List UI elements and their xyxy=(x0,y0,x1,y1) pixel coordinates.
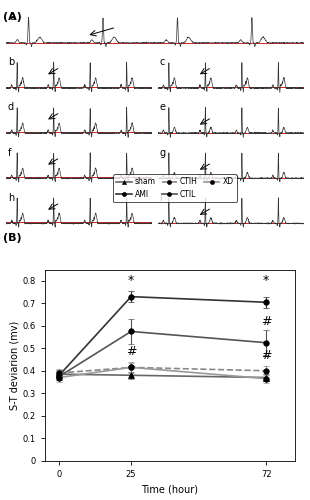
Text: b: b xyxy=(8,58,14,68)
Text: *: * xyxy=(263,274,269,286)
Text: #: # xyxy=(261,349,271,362)
Text: g: g xyxy=(159,148,166,158)
X-axis label: Time (hour): Time (hour) xyxy=(141,484,198,494)
Text: (B): (B) xyxy=(3,232,22,242)
Text: i: i xyxy=(159,192,162,202)
Text: f: f xyxy=(8,148,11,158)
Text: #: # xyxy=(126,346,136,358)
Text: d: d xyxy=(8,102,14,113)
Text: c: c xyxy=(159,58,165,68)
Legend: sham, AMI, CTIH, CTIL, XD: sham, AMI, CTIH, CTIL, XD xyxy=(113,174,237,202)
Text: a: a xyxy=(9,12,15,22)
Text: #: # xyxy=(261,315,271,328)
Text: h: h xyxy=(8,192,14,202)
Y-axis label: S-T deviarion (mv): S-T deviarion (mv) xyxy=(10,320,20,410)
Text: *: * xyxy=(128,274,134,286)
Text: (A): (A) xyxy=(3,12,22,22)
Text: e: e xyxy=(159,102,165,113)
